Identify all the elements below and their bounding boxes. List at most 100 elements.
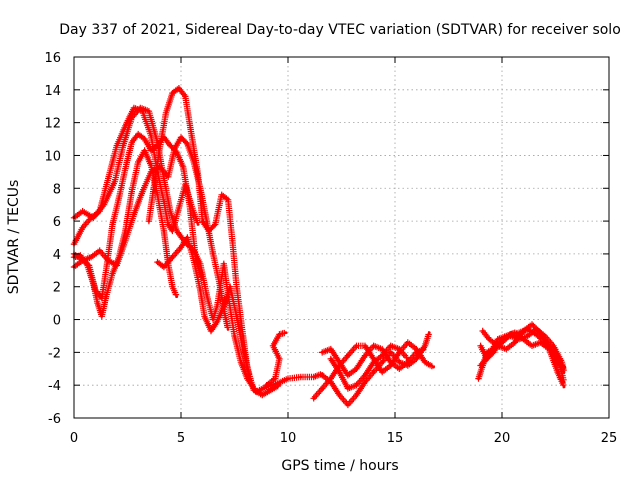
- plot-frame: [73, 56, 610, 419]
- data-point: [96, 301, 99, 305]
- y-tick-label: -6: [48, 412, 61, 427]
- data-point: [136, 160, 140, 164]
- data-point: [177, 206, 181, 210]
- data-point: [162, 200, 166, 203]
- data-point: [252, 388, 256, 392]
- data-point: [113, 180, 117, 184]
- x-tick-label: 20: [494, 431, 511, 446]
- data-point: [346, 387, 350, 390]
- data-point: [230, 239, 234, 243]
- y-tick-label: 6: [53, 215, 61, 230]
- data-point: [562, 370, 566, 374]
- data-point: [477, 377, 480, 381]
- data-point: [173, 147, 176, 151]
- data-point: [205, 293, 209, 297]
- data-point: [329, 347, 333, 351]
- data-point: [162, 136, 166, 139]
- data-point: [320, 373, 324, 377]
- y-tick-label: 12: [44, 117, 61, 132]
- data-point: [479, 344, 482, 348]
- data-point: [222, 305, 226, 308]
- data-point: [415, 347, 418, 351]
- data-point: [91, 282, 95, 285]
- data-point: [487, 354, 491, 358]
- data-point: [147, 109, 151, 113]
- y-tick-label: -4: [48, 379, 61, 394]
- data-point: [427, 331, 431, 335]
- data-point: [85, 262, 89, 266]
- data-point: [562, 385, 566, 389]
- data-point: [156, 193, 159, 197]
- data-point: [397, 347, 401, 351]
- data-point: [215, 319, 219, 323]
- data-point: [286, 377, 290, 381]
- data-point: [235, 314, 239, 318]
- data-point: [141, 190, 144, 193]
- data-point: [355, 367, 358, 371]
- data-point: [89, 255, 93, 259]
- data-point: [117, 196, 121, 200]
- data-point: [211, 252, 215, 256]
- data-point: [269, 388, 273, 392]
- data-point: [121, 144, 125, 148]
- data-point: [487, 337, 491, 341]
- data-point: [406, 357, 410, 361]
- data-point: [260, 393, 264, 397]
- y-tick-label: 16: [44, 51, 61, 66]
- data-point: [239, 360, 243, 364]
- data-point: [143, 137, 147, 141]
- data-point: [203, 314, 206, 318]
- data-point: [156, 260, 159, 264]
- y-axis-title: SDTVAR / TECUs: [6, 180, 22, 295]
- data-point: [198, 288, 202, 292]
- data-point: [337, 393, 341, 397]
- data-point: [372, 370, 375, 374]
- data-point: [179, 136, 183, 139]
- data-point: [346, 373, 350, 377]
- data-point: [233, 334, 236, 338]
- data-point: [389, 360, 393, 364]
- data-point: [562, 367, 566, 371]
- data-point: [81, 226, 84, 230]
- data-point: [81, 209, 84, 213]
- data-point: [299, 375, 303, 379]
- data-point: [98, 209, 102, 213]
- data-point: [235, 285, 239, 289]
- data-point: [186, 142, 189, 146]
- data-point: [205, 219, 209, 223]
- data-point: [226, 198, 230, 202]
- data-point: [526, 334, 530, 338]
- x-tick-label: 5: [177, 431, 185, 446]
- data-point: [479, 364, 482, 367]
- data-point: [89, 216, 93, 220]
- data-point: [162, 177, 166, 180]
- data-point: [265, 383, 268, 387]
- series-track-11: [319, 342, 427, 379]
- data-point: [522, 329, 525, 333]
- data-point: [98, 249, 102, 253]
- series-track-7: [154, 234, 253, 377]
- data-point: [218, 282, 221, 285]
- y-tick-label: 2: [53, 281, 61, 296]
- data-point: [149, 149, 153, 152]
- data-point: [406, 341, 410, 344]
- data-point: [337, 360, 341, 364]
- data-point: [132, 106, 136, 110]
- data-point: [106, 259, 110, 262]
- data-point: [166, 222, 170, 226]
- data-point: [380, 347, 384, 351]
- data-point: [380, 370, 384, 374]
- data-point: [130, 190, 134, 193]
- data-point: [504, 334, 508, 338]
- axis-ticks: 0 5 10 15 20 25 -6 -4 -2 0 2 4 6 8 10 12 14 16: [44, 51, 617, 446]
- data-point: [513, 331, 517, 335]
- data-point: [164, 111, 168, 115]
- data-point: [534, 332, 538, 336]
- data-point: [423, 344, 427, 348]
- data-point: [547, 347, 551, 351]
- data-point: [346, 354, 350, 358]
- data-point: [423, 360, 427, 364]
- y-tick-label: -2: [48, 346, 61, 361]
